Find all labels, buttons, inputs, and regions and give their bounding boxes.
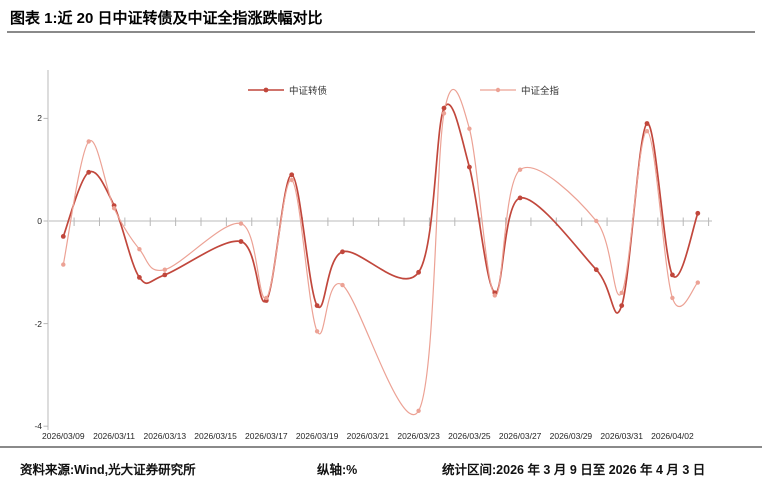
x-tick-label: 2026/04/02 [651, 431, 694, 441]
x-tick-label: 2026/03/27 [498, 431, 542, 441]
x-tick-label: 2026/03/29 [549, 431, 593, 441]
legend-item-all-share[interactable]: 中证全指 [480, 83, 559, 97]
x-tick-label: 2026/03/11 [93, 431, 136, 441]
data-source-note: 资料来源:Wind,光大证券研究所 [20, 463, 196, 477]
legend-label-all-share: 中证全指 [521, 86, 560, 97]
y-tick-label: -4 [34, 421, 42, 432]
line-marker-icon [480, 87, 516, 93]
x-tick-label: 2026/03/09 [42, 431, 85, 441]
stat-period-note: 统计区间:2026 年 3 月 9 日至 2026 年 4 月 3 日 [442, 463, 706, 477]
x-tick-label: 2026/03/25 [448, 431, 491, 441]
x-tick-label: 2026/03/15 [194, 431, 237, 441]
x-tick-label: 2026/03/31 [600, 431, 643, 441]
legend-label-convertible-bond: 中证转债 [289, 86, 328, 97]
axis-unit-note: 纵轴:% [317, 463, 358, 477]
x-tick-label: 2026/03/23 [397, 431, 440, 441]
y-tick-label: -2 [34, 318, 42, 329]
x-tick-label: 2026/03/17 [245, 431, 288, 441]
legend-item-convertible-bond[interactable]: 中证转债 [248, 83, 327, 97]
footer-divider [0, 446, 762, 448]
chart-title: 图表 1:近 20 日中证转债及中证全指涨跌幅对比 [10, 10, 323, 27]
y-tick-label: 2 [37, 113, 42, 124]
x-tick-label: 2026/03/21 [346, 431, 390, 441]
line-marker-icon [248, 87, 284, 93]
x-tick-label: 2026/03/19 [295, 431, 339, 441]
y-tick-label: 0 [37, 216, 42, 226]
title-divider [7, 31, 755, 33]
x-tick-label: 2026/03/13 [143, 431, 187, 441]
